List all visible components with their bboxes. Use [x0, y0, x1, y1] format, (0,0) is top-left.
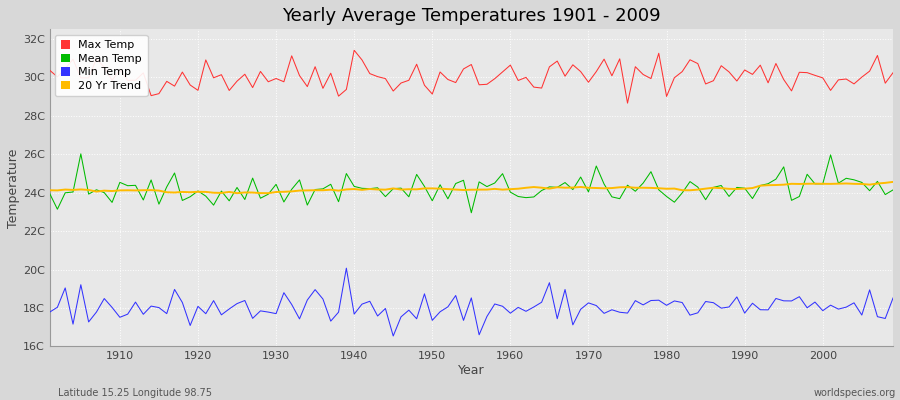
Legend: Max Temp, Mean Temp, Min Temp, 20 Yr Trend: Max Temp, Mean Temp, Min Temp, 20 Yr Tre… — [55, 35, 148, 96]
Title: Yearly Average Temperatures 1901 - 2009: Yearly Average Temperatures 1901 - 2009 — [282, 7, 661, 25]
Text: worldspecies.org: worldspecies.org — [814, 388, 896, 398]
Y-axis label: Temperature: Temperature — [7, 148, 20, 228]
X-axis label: Year: Year — [458, 364, 484, 377]
Text: Latitude 15.25 Longitude 98.75: Latitude 15.25 Longitude 98.75 — [58, 388, 212, 398]
